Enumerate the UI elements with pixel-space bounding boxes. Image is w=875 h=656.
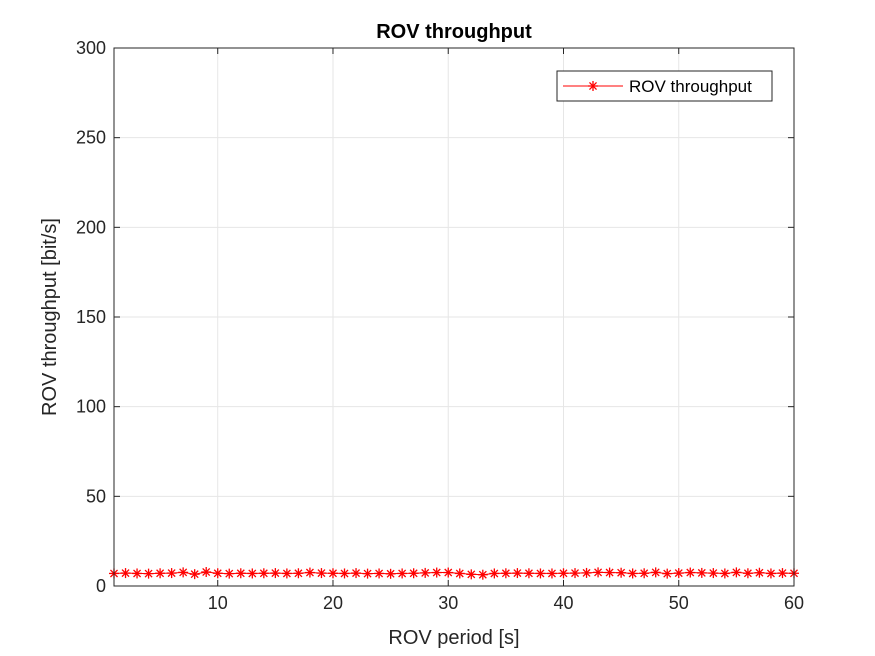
data-point <box>281 568 292 579</box>
x-axis-label: ROV period [s] <box>388 627 519 649</box>
data-point <box>189 569 200 580</box>
data-point <box>523 568 534 579</box>
data-point <box>293 568 304 579</box>
data-point <box>593 567 604 578</box>
data-point <box>731 567 742 578</box>
data-point <box>454 568 465 579</box>
data-point <box>627 568 638 579</box>
data-point <box>420 567 431 578</box>
chart-title: ROV throughput <box>376 21 532 43</box>
data-point <box>777 568 788 579</box>
data-point <box>765 568 776 579</box>
x-tick-label: 40 <box>553 593 573 613</box>
data-point <box>754 567 765 578</box>
data-point <box>489 568 500 579</box>
data-point <box>166 568 177 579</box>
data-point <box>639 568 650 579</box>
legend: ROV throughput <box>556 70 773 102</box>
x-tick-label: 10 <box>208 593 228 613</box>
y-tick-label: 300 <box>76 38 106 58</box>
data-point <box>443 567 454 578</box>
y-axis-label: ROV throughput [bit/s] <box>39 218 61 416</box>
data-point <box>616 567 627 578</box>
series-layer <box>109 567 799 580</box>
data-point <box>178 567 189 578</box>
data-point <box>120 568 131 579</box>
y-tick-label: 250 <box>76 128 106 148</box>
data-point <box>397 568 408 579</box>
data-point <box>304 567 315 578</box>
axis-ticks: 10 20 30 40 50 60 0 50 100 150 200 250 300 <box>76 38 804 613</box>
data-point <box>546 568 557 579</box>
data-point <box>155 568 166 579</box>
data-point <box>466 569 477 580</box>
x-tick-label: 60 <box>784 593 804 613</box>
data-point <box>708 568 719 579</box>
data-point <box>685 567 696 578</box>
data-point <box>143 568 154 579</box>
data-point <box>270 568 281 579</box>
y-tick-label: 100 <box>76 397 106 417</box>
data-point <box>374 568 385 579</box>
data-point <box>362 568 373 579</box>
y-tick-label: 50 <box>86 486 106 506</box>
legend-asterisk-marker <box>588 81 598 91</box>
x-tick-label: 30 <box>438 593 458 613</box>
data-point <box>408 568 419 579</box>
data-point <box>339 568 350 579</box>
y-tick-label: 150 <box>76 307 106 327</box>
data-point <box>212 568 223 579</box>
y-tick-label: 200 <box>76 217 106 237</box>
data-point <box>247 568 258 579</box>
data-point <box>327 568 338 579</box>
data-point <box>662 568 673 579</box>
data-point <box>132 568 143 579</box>
data-point <box>224 568 235 579</box>
data-point <box>512 568 523 579</box>
data-point <box>258 568 269 579</box>
data-point <box>500 568 511 579</box>
data-point <box>604 567 615 578</box>
data-point <box>570 568 581 579</box>
data-point <box>558 568 569 579</box>
legend-label: ROV throughput <box>629 77 752 96</box>
data-point <box>535 568 546 579</box>
x-tick-label: 50 <box>669 593 689 613</box>
data-point <box>673 568 684 579</box>
data-point <box>316 568 327 579</box>
x-tick-label: 20 <box>323 593 343 613</box>
data-point <box>235 568 246 579</box>
data-point <box>431 567 442 578</box>
data-point <box>719 568 730 579</box>
data-point <box>650 567 661 578</box>
y-tick-label: 0 <box>96 576 106 596</box>
data-point <box>581 567 592 578</box>
legend-marker-shape <box>588 81 598 91</box>
data-point <box>385 568 396 579</box>
data-point <box>742 568 753 579</box>
data-point <box>201 567 212 578</box>
data-point <box>477 569 488 580</box>
data-point <box>351 568 362 579</box>
data-point <box>696 567 707 578</box>
